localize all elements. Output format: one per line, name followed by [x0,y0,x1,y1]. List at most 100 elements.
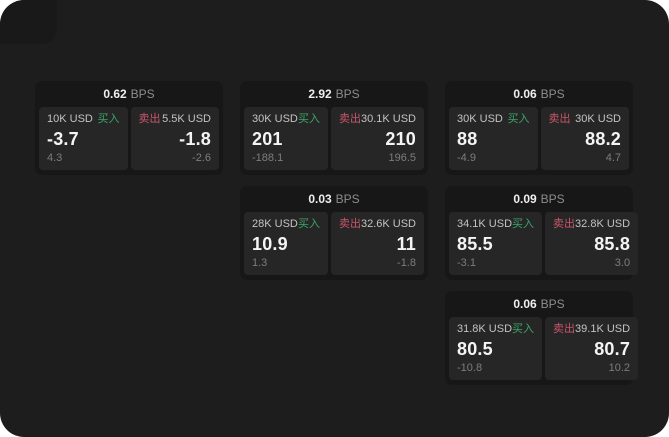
buy-sub-value: -3.1 [457,257,476,269]
sell-sub-value: 10.2 [608,362,631,374]
sell-price: 85.8 [594,234,631,254]
buy-sub-value: -10.8 [457,362,483,374]
sell-side-label: 卖出 [553,323,576,335]
buy-side-label: 买入 [97,113,120,125]
sell-panel-header: 卖出 32.6K USD [339,218,416,231]
buy-panel[interactable]: 30K USD 买入 201 -188.1 [244,107,328,170]
bps-unit-label: BPS [335,87,360,101]
buy-panel-header: 34.1K USD 买入 [457,218,534,231]
buy-panel-header: 30K USD 买入 [457,113,530,126]
buy-price: -3.7 [47,129,79,149]
buy-panel[interactable]: 31.8K USD 买入 80.5 -10.8 [449,317,543,380]
buy-sub-value: -188.1 [252,152,284,164]
card-header: 0.62 BPS [35,81,223,107]
sell-price: -1.8 [179,129,211,149]
buy-amount: 28K USD [252,218,298,230]
bps-value: 0.06 [513,297,537,311]
buy-sub-value: 4.3 [47,152,63,164]
sell-side-label: 卖出 [138,113,161,125]
bps-unit-label: BPS [540,192,565,206]
buy-panel[interactable]: 30K USD 买入 88 -4.9 [449,107,538,170]
sell-panel[interactable]: 卖出 30.1K USD 210 196.5 [330,107,424,170]
sell-side-label: 卖出 [338,113,361,125]
quote-panels: 31.8K USD 买入 80.5 -10.8 卖出 39.1K USD 80.… [445,317,639,385]
buy-price: 201 [252,129,283,149]
bps-unit-label: BPS [540,87,565,101]
bps-value: 0.03 [308,192,332,206]
sell-panel[interactable]: 卖出 5.5K USD -1.8 -2.6 [130,107,219,170]
quote-card: 0.09 BPS 34.1K USD 买入 85.5 -3.1 卖出 32.8K… [445,186,639,280]
bps-value: 0.06 [513,87,537,101]
buy-sub-value: 1.3 [252,257,268,269]
quote-panels: 28K USD 买入 10.9 1.3 卖出 32.6K USD 11 -1.8 [240,212,428,280]
sell-panel[interactable]: 卖出 32.8K USD 85.8 3.0 [545,212,639,275]
quote-panels: 30K USD 买入 88 -4.9 卖出 30K USD 88.2 4.7 [445,107,633,175]
bps-unit-label: BPS [130,87,155,101]
buy-side-label: 买入 [297,113,320,125]
sell-sub-value: 3.0 [614,257,631,269]
buy-amount: 10K USD [47,113,93,125]
buy-panel-header: 28K USD 买入 [252,218,320,231]
buy-price: 10.9 [252,234,288,254]
buy-side-label: 买入 [297,218,320,230]
sell-panel[interactable]: 卖出 39.1K USD 80.7 10.2 [545,317,639,380]
bps-value: 2.92 [308,87,332,101]
buy-price: 85.5 [457,234,493,254]
sell-amount: 39.1K USD [575,323,631,335]
quote-panels: 34.1K USD 买入 85.5 -3.1 卖出 32.8K USD 85.8… [445,212,639,280]
buy-panel-header: 10K USD 买入 [47,113,120,126]
buy-price: 88 [457,129,478,149]
sell-sub-value: -2.6 [192,152,211,164]
sell-side-label: 卖出 [553,218,576,230]
quote-card: 2.92 BPS 30K USD 买入 201 -188.1 卖出 30.1K … [240,81,428,175]
buy-panel-header: 30K USD 买入 [252,113,320,126]
quote-card: 0.62 BPS 10K USD 买入 -3.7 4.3 卖出 5.5K USD… [35,81,223,175]
bps-value: 0.09 [513,192,537,206]
quote-card: 0.03 BPS 28K USD 买入 10.9 1.3 卖出 32.6K US… [240,186,428,280]
buy-amount: 30K USD [457,113,503,125]
card-header: 0.06 BPS [445,291,633,317]
sell-amount: 32.6K USD [360,218,416,230]
sell-amount: 30K USD [575,113,621,125]
sell-sub-value: 4.7 [605,152,621,164]
sell-sub-value: -1.8 [397,257,416,269]
buy-panel[interactable]: 10K USD 买入 -3.7 4.3 [39,107,128,170]
buy-panel[interactable]: 34.1K USD 买入 85.5 -3.1 [449,212,543,275]
bps-value: 0.62 [103,87,127,101]
sell-panel[interactable]: 卖出 32.6K USD 11 -1.8 [330,212,424,275]
buy-panel[interactable]: 28K USD 买入 10.9 1.3 [244,212,328,275]
sell-panel-header: 卖出 39.1K USD [553,323,630,336]
quote-panels: 30K USD 买入 201 -188.1 卖出 30.1K USD 210 1… [240,107,428,175]
sell-price: 88.2 [585,129,621,149]
card-header: 0.06 BPS [445,81,633,107]
quote-card: 0.06 BPS 31.8K USD 买入 80.5 -10.8 卖出 39.1… [445,291,639,385]
sell-amount: 5.5K USD [162,113,211,125]
quote-panels: 10K USD 买入 -3.7 4.3 卖出 5.5K USD -1.8 -2.… [35,107,223,175]
buy-panel-header: 31.8K USD 买入 [457,323,534,336]
buy-side-label: 买入 [507,113,530,125]
buy-sub-value: -4.9 [457,152,476,164]
sell-price: 210 [385,129,416,149]
card-header: 0.09 BPS [445,186,633,212]
buy-amount: 31.8K USD [457,323,513,335]
sell-panel-header: 卖出 32.8K USD [553,218,630,231]
sell-price: 80.7 [594,339,631,359]
sell-panel[interactable]: 卖出 30K USD 88.2 4.7 [540,107,629,170]
bps-unit-label: BPS [335,192,360,206]
sell-side-label: 卖出 [338,218,361,230]
card-header: 0.03 BPS [240,186,428,212]
buy-side-label: 买入 [512,323,535,335]
sell-side-label: 卖出 [548,113,571,125]
card-header: 2.92 BPS [240,81,428,107]
sell-panel-header: 卖出 5.5K USD [139,113,212,126]
sell-price: 11 [396,234,416,254]
buy-side-label: 买入 [512,218,535,230]
buy-amount: 30K USD [252,113,298,125]
top-left-corner-panel [0,0,57,44]
buy-price: 80.5 [457,339,493,359]
quote-card: 0.06 BPS 30K USD 买入 88 -4.9 卖出 30K USD 8… [445,81,633,175]
bps-unit-label: BPS [540,297,565,311]
sell-panel-header: 卖出 30.1K USD [339,113,416,126]
sell-amount: 30.1K USD [360,113,416,125]
